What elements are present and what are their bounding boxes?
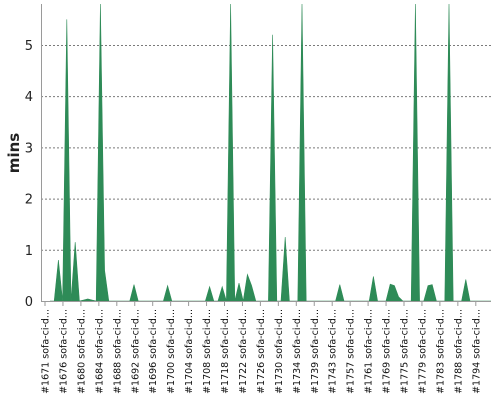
area-series xyxy=(50,3,491,302)
x-tick-label: #1739 sofa-ci-d... xyxy=(310,309,321,394)
x-tick-label: #1743 sofa-ci-d... xyxy=(328,309,339,394)
x-tick-label: #1680 sofa-ci-d... xyxy=(76,309,87,394)
x-tick-label: #1761 sofa-ci-d... xyxy=(364,309,375,394)
y-tick-label: 4 xyxy=(25,90,33,105)
y-tick-label: 5 xyxy=(25,39,33,54)
y-tick-label: 2 xyxy=(25,193,33,208)
x-tick-label: #1722 sofa-ci-d... xyxy=(238,309,249,394)
x-tick-label: #1757 sofa-ci-d... xyxy=(346,309,357,394)
y-axis-title: mins xyxy=(5,133,23,173)
x-tick-label: #1734 sofa-ci-d... xyxy=(292,309,303,394)
x-tick-label: #1718 sofa-ci-d... xyxy=(220,309,231,394)
x-tick-label: #1692 sofa-ci-d... xyxy=(130,309,141,394)
x-tick-label: #1726 sofa-ci-d... xyxy=(256,309,267,394)
x-tick-label: #1775 sofa-ci-d... xyxy=(400,309,411,394)
gridlines xyxy=(41,44,491,251)
y-tick-label: 3 xyxy=(25,141,33,156)
x-tick-label: #1783 sofa-ci-d... xyxy=(435,309,446,394)
x-tick-label: #1704 sofa-ci-d... xyxy=(184,309,195,394)
x-tick-label: #1700 sofa-ci-d... xyxy=(166,309,177,394)
y-axis-tick-labels: 0 1 2 3 4 5 xyxy=(25,39,33,310)
x-tick-label: #1708 sofa-ci-d... xyxy=(202,309,213,394)
x-axis-tick-labels: #1671 sofa-ci-d... #1676 sofa-ci-d... #168… xyxy=(41,309,483,394)
x-tick-label: #1688 sofa-ci-d... xyxy=(112,309,123,394)
x-tick-label: #1769 sofa-ci-d... xyxy=(382,309,393,394)
y-tick-label: 0 xyxy=(25,295,33,310)
x-tick-label: #1676 sofa-ci-d... xyxy=(58,309,69,394)
x-tick-label: #1794 sofa-ci-d... xyxy=(471,309,482,394)
x-tick-label: #1779 sofa-ci-d... xyxy=(417,309,428,394)
x-tick-label: #1671 sofa-ci-d... xyxy=(41,309,52,394)
x-tick-label: #1788 sofa-ci-d... xyxy=(453,309,464,394)
axes xyxy=(41,4,491,306)
y-tick-label: 1 xyxy=(25,244,33,259)
x-tick-label: #1696 sofa-ci-d... xyxy=(148,309,159,394)
x-tick-label: #1730 sofa-ci-d... xyxy=(274,309,285,394)
area-fill xyxy=(50,3,491,302)
x-tick-label: #1684 sofa-ci-d... xyxy=(94,309,105,394)
